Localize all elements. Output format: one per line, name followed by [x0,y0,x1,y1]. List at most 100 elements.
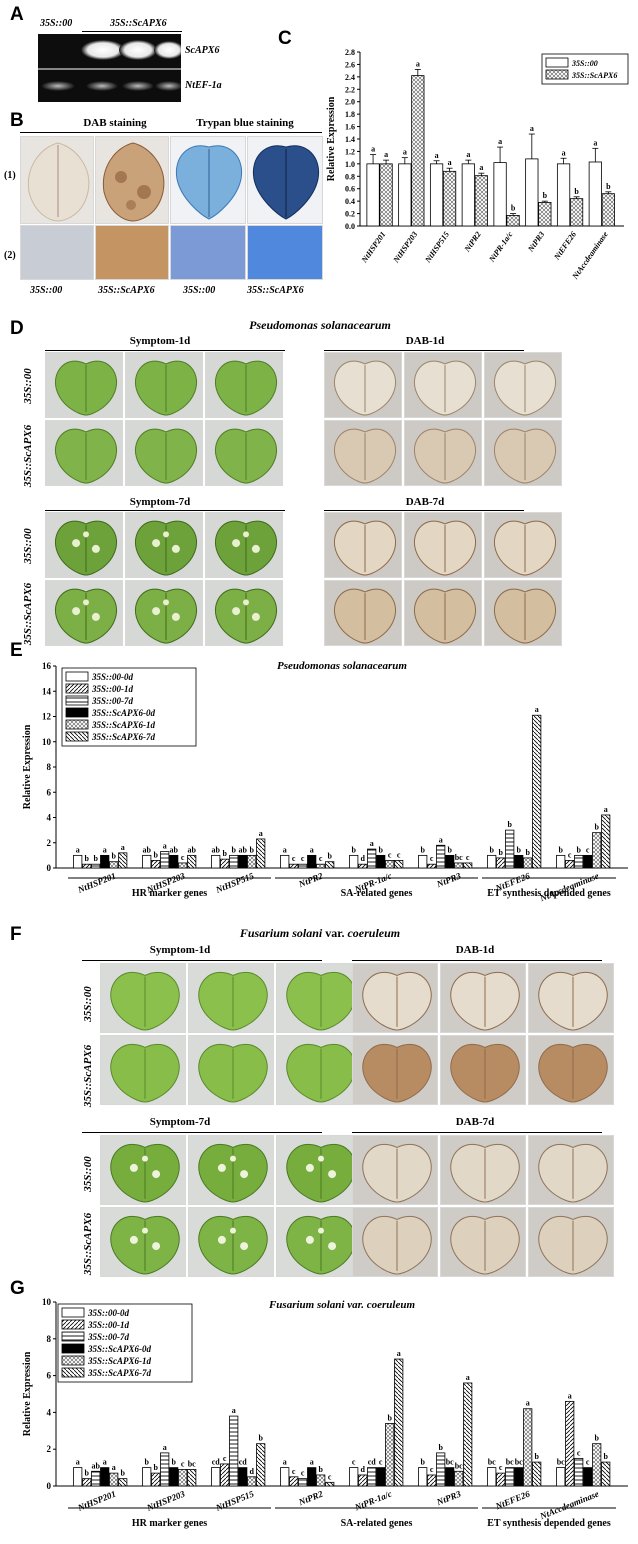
symptom-1d-d-photo-1-1 [125,420,203,486]
chart-g-title: Fusarium solani var. coeruleum [268,1299,416,1311]
chart-e-bar-5-4 [454,862,464,869]
chart-e-bar-0-2 [91,863,101,869]
chart-g-letter-4-0: c [352,1458,356,1467]
chart-g-bar-4-0 [349,1467,359,1487]
chart-e-letter-5-1: c [430,854,434,863]
chart-e-legend-swatch-3 [65,707,89,718]
chart-c-category-6: NtEFE26 [552,230,578,262]
chart-e-letter-4-0: b [351,845,356,854]
chart-g-group-label-2: ET synthesis depended genes [487,1518,611,1529]
chart-e-letter-2-2: b [231,845,236,854]
chart-g-letter-3-3: a [310,1458,314,1467]
trypan-micro-control [170,225,246,280]
chart-g-category-4: NtPR-1a/c [352,1489,393,1513]
chart-g-legend-label-5: 35S::ScAPX6-7d [87,1368,152,1378]
chart-e-bar-6-1 [496,857,506,869]
chart-c-letter-4-1: b [511,204,516,213]
chart-g-letter-0-3: a [103,1458,107,1467]
panel-letter-b: B [10,110,24,131]
chart-e-bar-3-1 [289,863,299,869]
chart-e-category-2: NtHSP515 [213,870,255,895]
chart-e-letter-5-3: b [447,845,452,854]
chart-c-letter-5-1: b [543,191,548,200]
chart-c-ytick-label-3: 0.6 [345,185,355,194]
chart-c-bar-1-1 [411,75,425,227]
chart-e-bar-2-0 [211,854,221,869]
chart-e-legend-swatch-4 [65,719,89,730]
chart-g-legend-label-1: 35S::00-1d [87,1320,129,1330]
chart-g-bar-7-3 [583,1467,593,1487]
row-label-1: (1) [4,170,16,181]
chart-g-letter-5-3: bc [446,1458,454,1467]
chart-g-ylabel: Relative Expression [22,1351,33,1436]
chart-g-letter-0-1: b [84,1469,89,1478]
symptom-1d-label-d: Symptom-1d [129,335,191,347]
chart-e-bar-4-1 [358,863,368,869]
chart-c-ytick-label-12: 2.4 [345,73,355,82]
chart-e-bar-0-4 [109,861,119,869]
chart-e-letter-4-4: c [388,850,392,859]
chart-c-category-3: NtPR2 [462,230,483,254]
dab-1d-line-f [352,960,602,961]
chart-e: Pseudomonas solanacearum 0 2 4 6 8 10 12 14 16 Rel… [22,660,628,904]
chart-e-letter-1-0: ab [142,845,151,854]
chart-c-letter-7-1: b [606,182,611,191]
symptom-1d-f-photo-1-2 [276,1035,362,1105]
chart-e-letter-5-5: c [466,853,470,862]
chart-g-bar-1-0 [142,1467,152,1487]
chart-e-bar-7-4 [592,832,602,869]
chart-e-letter-5-4: bc [455,853,463,862]
row-label-transgenic-d7: 35S::ScAPX6 [22,582,34,646]
chart-e-category-0: NtHSP201 [75,871,117,896]
chart-e-ytick-label-0: 0 [47,863,52,873]
symptom-7d-f-photo-0-0 [100,1135,186,1205]
chart-g-letter-6-1: c [499,1463,503,1472]
band-label-scapx6: ScAPX6 [185,45,220,56]
panel-letter-f: F [10,924,22,945]
chart-e-letter-4-3: b [378,845,383,854]
chart-g-ytick-label-0: 0 [47,1481,52,1491]
chart-c-bar-5-1 [538,201,552,227]
symptom-7d-f-photo-1-0 [100,1207,186,1277]
lane-label-control: 35S::00 [40,18,73,29]
dab-7d-d-photo-1-2 [484,580,562,646]
chart-g-letter-6-5: b [534,1452,539,1461]
dab-1d-d-photo-1-0 [324,420,402,486]
chart-e-legend-label-2: 35S::00-7d [91,696,133,706]
chart-c-bar-2-0 [429,163,444,227]
chart-c-bar-4-1 [506,215,520,227]
symptom-1d-d-photo-0-0 [45,352,123,418]
row-label-2: (2) [4,250,16,261]
chart-g-letter-7-3: c [586,1458,590,1467]
chart-e-category-3: NtPR2 [296,870,324,889]
row-label-control-f1: 35S::00 [82,986,94,1022]
chart-c-bar-4-0 [493,162,507,227]
chart-e-letter-2-3: ab [238,845,247,854]
panel-letter-c: C [278,28,292,49]
chart-g-bar-5-4 [454,1470,464,1487]
chart-e-letter-2-4: b [249,845,254,854]
row-label-transgenic-d1: 35S::ScAPX6 [22,424,34,488]
chart-e-group-label-2: ET synthesis depended genes [487,888,611,899]
chart-e-letter-4-2: a [370,839,374,848]
chart-c-letter-6-0: a [562,148,566,157]
chart-c-bar-0-0 [366,163,380,227]
chart-g-letter-6-0: bc [488,1458,496,1467]
chart-g-letter-1-2: a [163,1443,167,1452]
chart-e-letter-4-1: d [360,854,365,863]
panel-f-title-species: Fusarium solani [239,926,323,940]
chart-g-letter-7-4: b [594,1434,599,1443]
chart-e-bar-4-5 [394,860,404,869]
dab-7d-d-photo-0-1 [404,512,482,578]
chart-e-letter-6-2: b [507,820,512,829]
chart-e-bar-6-4 [523,857,533,869]
chart-e-legend-swatch-5 [65,731,89,742]
chart-e-letter-7-2: b [576,845,581,854]
chart-e-letter-0-4: b [111,852,116,861]
dab-leaf-transgenic [95,136,169,224]
chart-g-legend-swatch-5 [61,1367,85,1378]
dab-7d-d-photo-1-1 [404,580,482,646]
chart-g-category-2: NtHSP515 [213,1488,255,1513]
dab-staining-line [20,132,170,133]
chart-e-bar-2-4 [247,854,257,869]
